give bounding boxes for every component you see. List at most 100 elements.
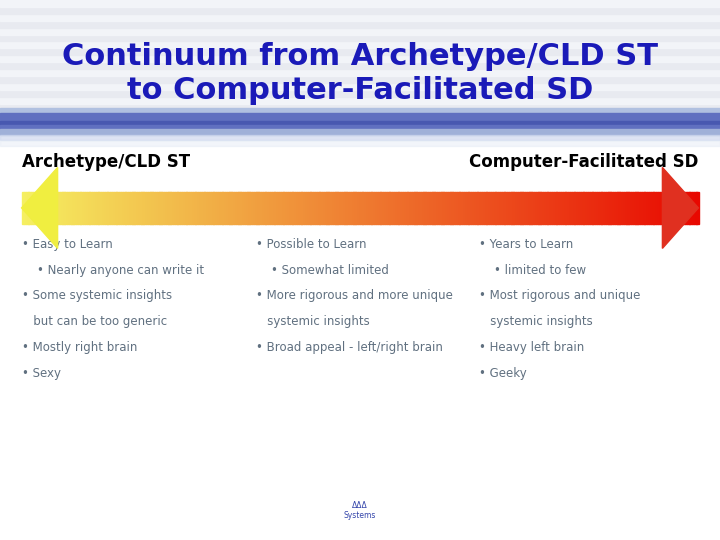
Bar: [577, 192, 579, 224]
Bar: [392, 192, 395, 224]
Bar: [0, 90, 720, 97]
Bar: [459, 192, 462, 224]
Bar: [150, 192, 153, 224]
Bar: [466, 192, 469, 224]
Bar: [94, 192, 96, 224]
Bar: [304, 192, 306, 224]
Bar: [0, 108, 720, 113]
Bar: [99, 192, 101, 224]
Bar: [71, 192, 74, 224]
Bar: [534, 192, 536, 224]
Bar: [168, 192, 171, 224]
Bar: [418, 192, 421, 224]
Bar: [87, 192, 89, 224]
Bar: [376, 192, 379, 224]
Text: • Nearly anyone can write it: • Nearly anyone can write it: [22, 264, 204, 276]
Bar: [356, 192, 358, 224]
Bar: [78, 192, 81, 224]
Bar: [130, 192, 132, 224]
Bar: [281, 192, 284, 224]
Bar: [658, 192, 660, 224]
Bar: [593, 192, 595, 224]
Bar: [441, 192, 444, 224]
Bar: [412, 192, 415, 224]
Bar: [561, 192, 563, 224]
Bar: [35, 192, 37, 224]
Bar: [362, 192, 365, 224]
Bar: [0, 62, 720, 69]
Bar: [655, 192, 658, 224]
Text: Continuum from Archetype/CLD ST: Continuum from Archetype/CLD ST: [62, 42, 658, 71]
Bar: [0, 21, 720, 28]
Bar: [123, 192, 126, 224]
Bar: [276, 192, 279, 224]
Bar: [585, 192, 588, 224]
Bar: [647, 192, 649, 224]
Bar: [96, 192, 99, 224]
Bar: [685, 192, 688, 224]
Bar: [317, 192, 320, 224]
Bar: [570, 192, 572, 224]
Bar: [55, 192, 58, 224]
Bar: [263, 192, 266, 224]
Bar: [635, 192, 638, 224]
Bar: [89, 192, 92, 224]
Bar: [565, 192, 568, 224]
Bar: [651, 192, 654, 224]
Bar: [629, 192, 631, 224]
Bar: [505, 192, 507, 224]
Bar: [0, 42, 720, 48]
Bar: [166, 192, 168, 224]
Bar: [0, 7, 720, 14]
Bar: [531, 192, 534, 224]
Bar: [473, 192, 475, 224]
Bar: [225, 192, 228, 224]
Bar: [320, 192, 322, 224]
Bar: [572, 192, 575, 224]
Bar: [283, 192, 286, 224]
Bar: [338, 192, 340, 224]
Bar: [374, 192, 376, 224]
Text: • Easy to Learn: • Easy to Learn: [22, 238, 112, 251]
Bar: [414, 192, 417, 224]
Bar: [0, 55, 720, 62]
Bar: [69, 192, 71, 224]
Bar: [378, 192, 381, 224]
Bar: [671, 192, 674, 224]
Bar: [236, 192, 238, 224]
Bar: [302, 192, 304, 224]
Bar: [132, 192, 135, 224]
Bar: [559, 192, 561, 224]
Bar: [500, 192, 503, 224]
Bar: [218, 192, 220, 224]
Bar: [153, 192, 155, 224]
Bar: [330, 192, 333, 224]
Bar: [121, 192, 124, 224]
Bar: [0, 35, 720, 42]
Bar: [536, 192, 539, 224]
Bar: [85, 192, 87, 224]
Bar: [0, 104, 720, 110]
Bar: [543, 192, 545, 224]
Bar: [258, 192, 261, 224]
Text: • Sexy: • Sexy: [22, 367, 60, 380]
Bar: [617, 192, 620, 224]
Bar: [0, 83, 720, 90]
Bar: [340, 192, 342, 224]
Bar: [105, 192, 108, 224]
Bar: [597, 192, 600, 224]
Bar: [31, 192, 33, 224]
Bar: [28, 192, 31, 224]
Bar: [252, 192, 254, 224]
Bar: [292, 192, 295, 224]
Bar: [76, 192, 78, 224]
Text: • Years to Learn: • Years to Learn: [479, 238, 573, 251]
Bar: [489, 192, 491, 224]
Bar: [619, 192, 622, 224]
Bar: [24, 192, 27, 224]
Bar: [119, 192, 121, 224]
Text: Computer-Facilitated SD: Computer-Facilitated SD: [469, 153, 698, 171]
Bar: [416, 192, 419, 224]
Bar: [603, 192, 606, 224]
Bar: [0, 135, 720, 140]
